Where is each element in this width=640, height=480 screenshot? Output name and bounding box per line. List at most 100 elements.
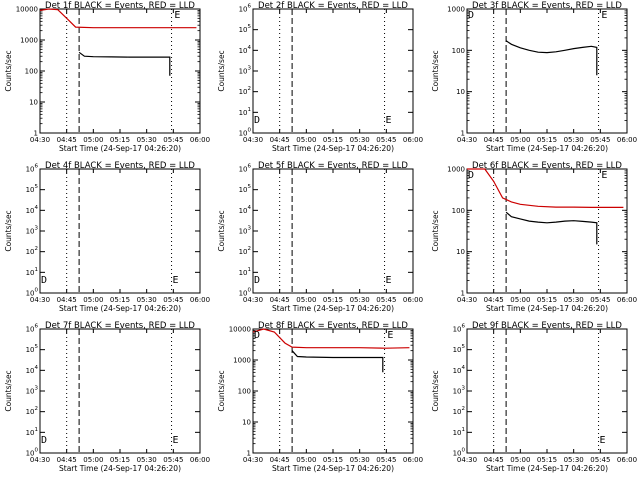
y-tick-label: 101 [26,427,38,437]
y-tick-label: 1000 [447,6,465,14]
y-axis-label: Counts/sec [431,210,440,251]
x-tick-label: 05:45 [163,136,183,144]
series-line-events [505,40,598,76]
y-tick-label: 10000 [229,326,251,334]
x-tick-label: 05:15 [323,136,343,144]
marker-d: D [41,435,47,446]
x-tick-label: 04:30 [457,456,477,464]
y-tick-label: 105 [26,344,39,354]
y-tick-label: 103 [26,386,39,396]
x-axis-label: Start Time (24-Sep-17 04:26:20) [59,144,181,153]
y-tick-label: 100 [453,448,466,458]
series-line-lld [252,328,410,349]
marker-d: D [254,330,260,341]
x-tick-label: 04:45 [270,136,290,144]
y-tick-label: 10000 [16,6,38,14]
x-tick-label: 05:15 [110,456,130,464]
x-tick-label: 05:00 [510,456,530,464]
marker-e: E [387,330,393,341]
panel-title: Det 6f BLACK = Events, RED = LLD [472,161,622,171]
y-tick-label: 100 [26,288,39,298]
x-tick-label: 05:00 [510,296,530,304]
x-tick-label: 05:00 [83,456,103,464]
y-tick-label: 100 [452,207,465,215]
x-tick-label: 06:00 [617,136,637,144]
y-axis-label: Counts/sec [217,50,226,91]
x-tick-label: 05:15 [323,296,343,304]
panel-title: Det 7f BLACK = Events, RED = LLD [45,321,195,331]
y-tick-label: 104 [453,365,466,375]
y-tick-label: 104 [239,45,252,55]
x-tick-label: 05:15 [110,296,130,304]
x-tick-label: 06:00 [190,136,210,144]
y-tick-label: 105 [26,184,39,194]
panel-title: Det 3f BLACK = Events, RED = LLD [472,1,622,11]
detector-panel-4: Det 4f BLACK = Events, RED = LLD 04:30 04:… [4,161,210,313]
y-tick-label: 102 [26,406,38,416]
x-tick-label: 05:15 [537,136,557,144]
x-tick-label: 05:30 [564,456,584,464]
detector-panel-9: Det 9f BLACK = Events, RED = LLD 04:30 04:… [431,321,637,473]
y-tick-label: 105 [239,184,252,194]
y-tick-label: 102 [239,86,251,96]
y-tick-label: 103 [239,226,252,236]
y-tick-label: 103 [453,386,466,396]
marker-e: E [386,275,392,286]
x-tick-label: 06:00 [190,456,210,464]
marker-d: D [468,10,474,21]
x-tick-label: 04:45 [484,136,504,144]
series-line-events [291,350,384,373]
x-tick-label: 04:45 [57,136,77,144]
panel-title: Det 2f BLACK = Events, RED = LLD [258,1,408,11]
marker-d: D [468,170,474,181]
x-tick-label: 05:00 [296,136,316,144]
x-tick-label: 04:30 [30,296,50,304]
x-tick-label: 05:30 [564,136,584,144]
y-tick-label: 106 [453,324,466,334]
y-tick-label: 1 [461,290,465,298]
x-tick-label: 04:45 [484,456,504,464]
detector-panel-1: Det 1f BLACK = Events, RED = LLD 04:30 04:… [4,1,210,153]
marker-e: E [174,10,180,21]
x-tick-label: 06:00 [403,136,423,144]
plot-frame [466,8,628,134]
y-tick-label: 104 [26,365,39,375]
detector-panel-2: Det 2f BLACK = Events, RED = LLD 04:30 04:… [217,1,423,153]
y-tick-label: 1000 [233,357,251,365]
x-tick-label: 05:45 [376,456,396,464]
x-axis-label: Start Time (24-Sep-17 04:26:20) [486,304,608,313]
plot-frame [466,168,628,294]
x-axis-label: Start Time (24-Sep-17 04:26:20) [59,304,181,313]
y-tick-label: 10 [456,88,465,96]
x-tick-label: 04:30 [30,136,50,144]
series-line-lld [467,168,624,208]
marker-e: E [601,10,607,21]
x-tick-label: 05:45 [590,296,610,304]
y-tick-label: 1 [247,450,251,458]
detector-panel-7: Det 7f BLACK = Events, RED = LLD 04:30 04:… [4,321,210,473]
x-tick-label: 05:00 [510,136,530,144]
x-tick-label: 05:30 [137,456,157,464]
panel-title: Det 8f BLACK = Events, RED = LLD [258,321,408,331]
marker-d: D [254,115,260,126]
y-tick-label: 106 [239,4,252,14]
x-tick-label: 04:45 [270,456,290,464]
x-axis-label: Start Time (24-Sep-17 04:26:20) [272,304,394,313]
y-tick-label: 101 [26,267,38,277]
y-tick-label: 103 [239,66,252,76]
x-tick-label: 05:45 [376,296,396,304]
y-tick-label: 10 [242,419,251,427]
x-tick-label: 05:45 [590,456,610,464]
y-axis-label: Counts/sec [217,210,226,251]
y-axis-label: Counts/sec [217,370,226,411]
x-tick-label: 04:45 [57,296,77,304]
y-tick-label: 101 [239,107,251,117]
x-tick-label: 04:45 [484,296,504,304]
marker-d: D [254,275,260,286]
y-tick-label: 1000 [20,37,38,45]
detector-panel-3: Det 3f BLACK = Events, RED = LLD 04:30 04:… [431,1,637,153]
y-axis-label: Counts/sec [431,50,440,91]
marker-e: E [600,435,606,446]
panel-title: Det 5f BLACK = Events, RED = LLD [258,161,408,171]
x-tick-label: 05:15 [323,456,343,464]
